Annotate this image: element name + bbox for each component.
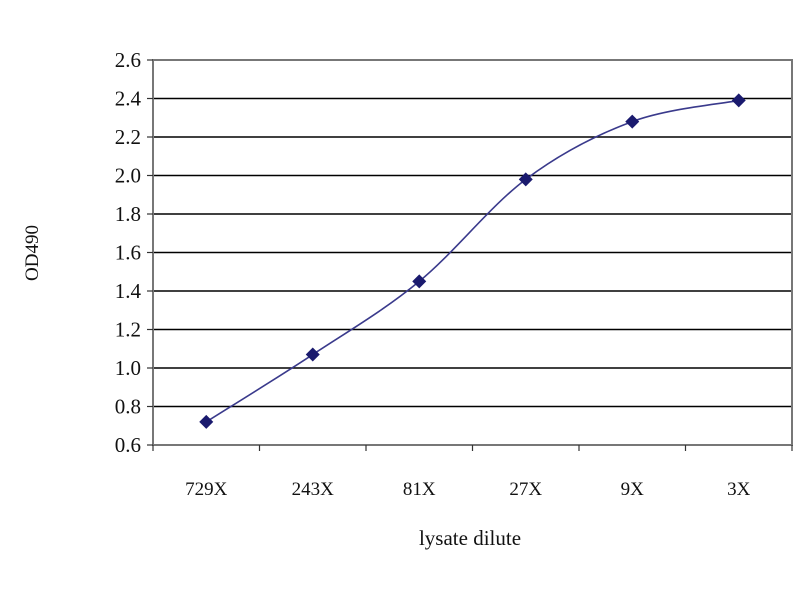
y-tick-label: 0.6 bbox=[115, 433, 141, 457]
x-tick-label: 27X bbox=[509, 479, 542, 500]
y-tick-label: 2.6 bbox=[115, 48, 141, 72]
x-tick-label: 729X bbox=[185, 479, 228, 500]
y-tick-label: 0.8 bbox=[115, 395, 141, 419]
y-tick-label: 2.2 bbox=[115, 125, 141, 149]
y-tick-label: 1.0 bbox=[115, 356, 141, 380]
data-point bbox=[199, 414, 214, 429]
data-point bbox=[625, 114, 640, 129]
y-tick-label: 1.2 bbox=[115, 318, 141, 342]
y-tick-label: 1.8 bbox=[115, 202, 141, 226]
x-tick-label: 81X bbox=[403, 479, 436, 500]
series-markers bbox=[199, 93, 746, 429]
data-point bbox=[412, 274, 427, 289]
data-point bbox=[305, 347, 320, 362]
data-point bbox=[731, 93, 746, 108]
y-tick-label: 2.0 bbox=[115, 164, 141, 188]
y-tick-label: 1.4 bbox=[115, 279, 142, 303]
y-axis: 0.6 0.8 1.0 1.2 1.4 1.6 1.8 2.0 2.2 2.4 2.6 bbox=[115, 48, 153, 457]
gridlines bbox=[153, 97, 792, 408]
y-tick-label: 1.6 bbox=[115, 241, 141, 265]
y-axis-label: OD490 bbox=[22, 225, 43, 281]
series-line bbox=[205, 99, 739, 423]
data-point bbox=[518, 172, 533, 187]
y-tick-label: 2.4 bbox=[115, 87, 142, 111]
x-axis-label: lysate dilute bbox=[419, 526, 521, 550]
x-tick-label: 9X bbox=[621, 479, 645, 500]
x-axis: 729X 243X 81X 27X 9X 3X bbox=[152, 445, 793, 500]
x-tick-label: 3X bbox=[727, 479, 751, 500]
x-tick-label: 243X bbox=[292, 479, 335, 500]
